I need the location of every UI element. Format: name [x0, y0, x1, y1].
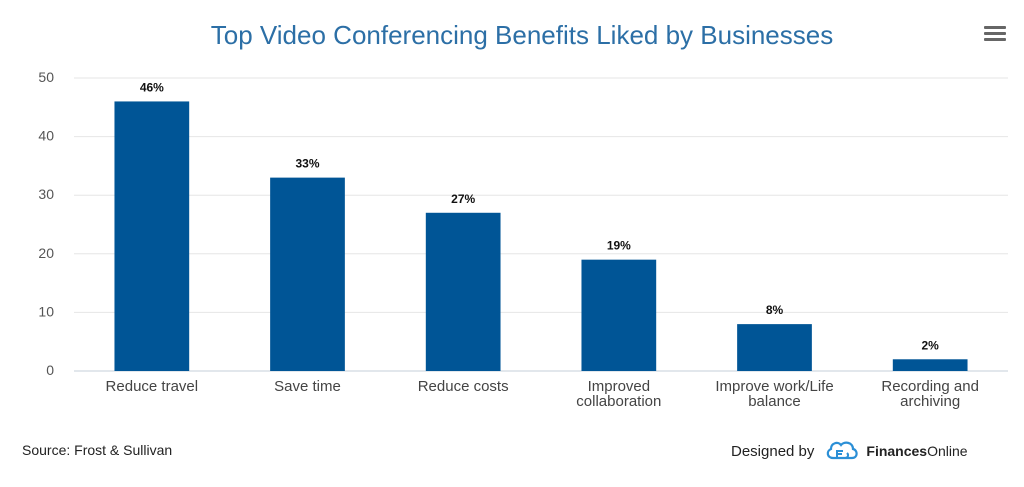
x-tick-label: Reduce costs: [418, 378, 509, 395]
data-labels: 46% 33% 27% 19% 8% 2%: [140, 80, 939, 352]
data-label: 27%: [451, 192, 475, 206]
data-label: 46%: [140, 80, 164, 94]
y-tick-label: 30: [38, 186, 54, 202]
brand-name: FinancesOnline: [866, 443, 967, 459]
bar: [114, 101, 190, 371]
x-tick-label: Improve work/Life balance: [715, 378, 833, 410]
x-tick-label-line: Save time: [274, 378, 341, 395]
chart-title: Top Video Conferencing Benefits Liked by…: [211, 20, 833, 50]
x-tick-label-line: balance: [748, 393, 801, 410]
y-tick-label: 20: [38, 245, 54, 261]
x-tick-label: Save time: [274, 378, 341, 395]
brand-name-bold: Finances: [866, 443, 928, 459]
x-tick-label: Reduce travel: [106, 378, 199, 395]
x-tick-label-line: Reduce costs: [418, 378, 509, 395]
bar: [581, 259, 657, 371]
hamburger-menu-icon[interactable]: [984, 26, 1006, 46]
designed-by-label: Designed by: [731, 442, 815, 460]
bars: [114, 101, 968, 371]
x-axis-ticks: Reduce travel Save time Reduce costs Improv…: [106, 378, 979, 410]
bar: [737, 324, 812, 371]
bar: [425, 212, 501, 371]
bar: [892, 359, 968, 371]
y-tick-label: 10: [38, 303, 54, 319]
x-tick-label-line: Improve work/Life: [715, 378, 833, 395]
y-tick-label: 40: [38, 128, 54, 144]
data-label: 2%: [921, 338, 939, 352]
financesonline-logo-icon: [827, 441, 859, 460]
source-note: Source: Frost & Sullivan: [22, 442, 173, 458]
x-tick-label-line: Recording and: [881, 378, 979, 395]
y-tick-label: 50: [38, 69, 54, 85]
x-tick-label-line: archiving: [900, 393, 960, 410]
x-tick-label-line: collaboration: [576, 393, 661, 410]
y-axis-ticks: 0 10 20 30 40 50: [38, 69, 54, 378]
bar: [270, 177, 345, 371]
brand-name-light: Online: [927, 443, 968, 459]
data-label: 8%: [766, 303, 784, 317]
bar-chart: Top Video Conferencing Benefits Liked by…: [38, 20, 1008, 410]
y-tick-label: 0: [46, 362, 54, 378]
designer-credit: Designed by FinancesOnline: [731, 438, 968, 464]
data-label: 19%: [607, 239, 631, 253]
x-tick-label: Recording and archiving: [881, 378, 979, 410]
x-tick-label-line: Improved: [588, 378, 651, 395]
x-tick-label-line: Reduce travel: [106, 378, 199, 395]
data-label: 33%: [295, 157, 319, 171]
x-tick-label: Improved collaboration: [576, 378, 661, 410]
grid-lines: [74, 77, 1008, 372]
